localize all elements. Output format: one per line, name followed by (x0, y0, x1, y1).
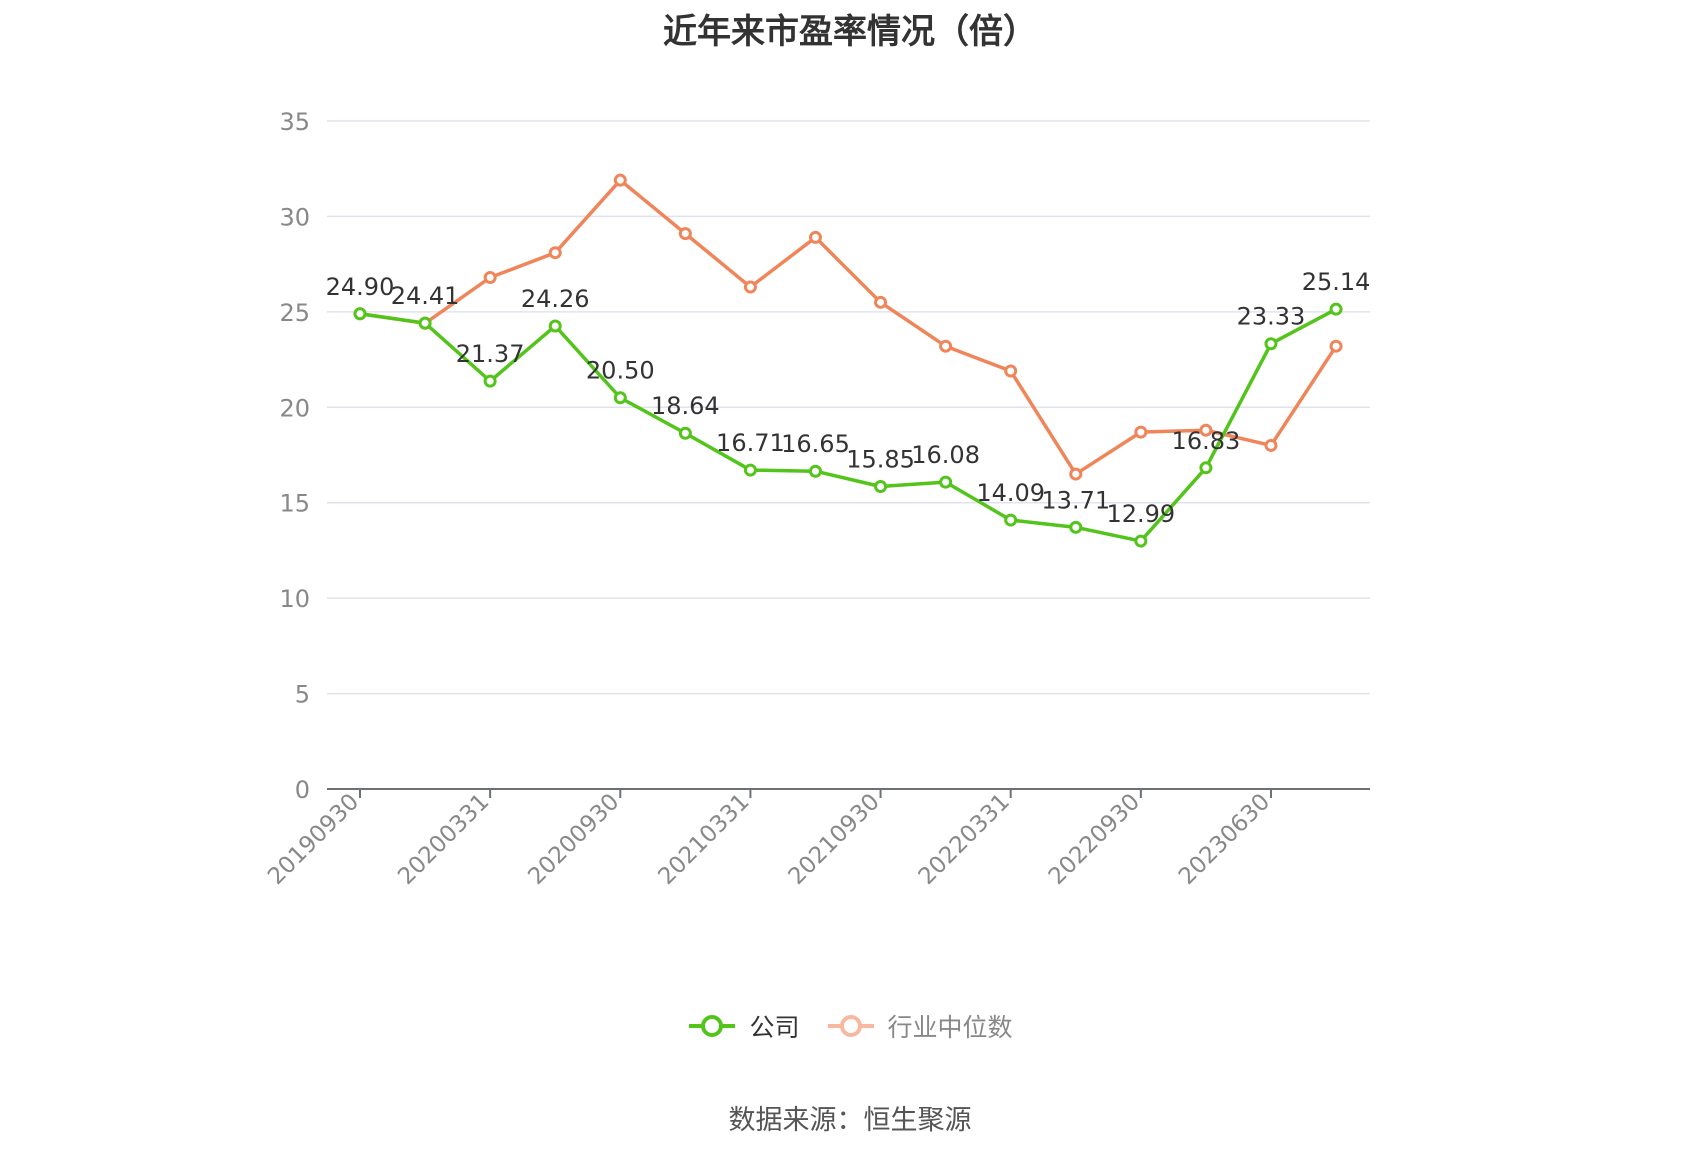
y-tick-label-15: 15 (279, 490, 310, 518)
data-point-company-11 (1069, 520, 1083, 534)
data-point-company-15 (1329, 302, 1343, 316)
data-point-industry-15 (1329, 339, 1343, 353)
data-label-company-0: 24.90 (326, 273, 395, 301)
data-source-note: 数据来源：恒生聚源 (728, 1105, 972, 1136)
data-point-company-9 (939, 475, 953, 489)
data-label-company-7: 16.65 (781, 430, 850, 458)
x-tick-label-20220331: 20220331 (914, 789, 1015, 890)
x-tick-label-20190930: 20190930 (263, 789, 364, 890)
legend-item-industry[interactable]: 行业中位数 (826, 1008, 1013, 1044)
data-point-industry-3 (548, 246, 562, 260)
data-label-company-1: 24.41 (391, 282, 460, 310)
data-point-company-8 (874, 479, 888, 493)
axes: 0 5 10 15 20 25 30 35 20190930 20200331 20200930 20… (263, 108, 1370, 890)
y-tick-label-10: 10 (279, 585, 310, 613)
grid-lines (327, 120, 1370, 695)
data-point-company-7 (808, 464, 822, 478)
y-tick-label-20: 20 (279, 394, 310, 422)
y-tick-label-25: 25 (279, 299, 310, 327)
data-label-company-9: 16.08 (911, 441, 980, 469)
data-point-company-3 (548, 319, 562, 333)
series-line-company (359, 307, 1337, 543)
y-tick-label-0: 0 (295, 776, 310, 804)
legend-label-industry: 行业中位数 (887, 1013, 1013, 1042)
legend-label-company: 公司 (749, 1013, 800, 1042)
data-point-industry-12 (1134, 425, 1148, 439)
x-tick-label-20200930: 20200930 (523, 789, 624, 890)
series (353, 173, 1343, 548)
data-point-industry-10 (1004, 364, 1018, 378)
data-point-industry-5 (678, 227, 692, 241)
data-label-company-15: 25.14 (1302, 268, 1371, 296)
data-label-company-2: 21.37 (456, 340, 525, 368)
data-label-company-3: 24.26 (521, 285, 590, 313)
data-label-company-10: 14.09 (976, 479, 1045, 507)
data-label-company-6: 16.71 (716, 429, 785, 457)
data-point-industry-14 (1264, 438, 1278, 452)
legend-marker-industry (827, 1015, 874, 1037)
data-label-company-8: 15.85 (846, 445, 915, 473)
data-point-industry-7 (808, 230, 822, 244)
x-tick-label-20210930: 20210930 (784, 789, 885, 890)
y-tick-label-5: 5 (295, 681, 310, 709)
legend-marker-company (689, 1015, 736, 1037)
legend: 公司 行业中位数 (0, 1008, 1700, 1044)
data-point-industry-9 (939, 339, 953, 353)
data-point-industry-13 (1199, 423, 1213, 437)
data-point-company-14 (1264, 337, 1278, 351)
y-tick-label-35: 35 (279, 108, 310, 136)
series-line-industry (359, 178, 1338, 476)
data-point-company-2 (483, 374, 497, 388)
data-point-company-0 (353, 307, 367, 321)
data-point-company-10 (1004, 513, 1018, 527)
data-label-company-11: 13.71 (1041, 486, 1110, 514)
x-tick-label-20210331: 20210331 (653, 789, 754, 890)
legend-item-company[interactable]: 公司 (687, 1008, 800, 1044)
chart-title: 近年来市盈率情况（倍） (663, 12, 1037, 52)
data-point-company-13 (1199, 461, 1213, 475)
data-point-company-1 (418, 316, 432, 330)
y-tick-label-30: 30 (279, 203, 310, 231)
data-point-industry-11 (1069, 467, 1083, 481)
data-point-industry-6 (743, 280, 757, 294)
data-label-company-13: 16.83 (1172, 427, 1241, 455)
data-label-company-12: 12.99 (1106, 500, 1175, 528)
data-label-company-14: 23.33 (1237, 303, 1306, 331)
x-tick-label-20220930: 20220930 (1044, 789, 1145, 890)
data-point-industry-4 (613, 173, 627, 187)
x-tick-label-20230630: 20230630 (1174, 789, 1275, 890)
data-point-industry-8 (874, 295, 888, 309)
data-label-company-4: 20.50 (586, 357, 655, 385)
data-point-company-12 (1134, 534, 1148, 548)
data-point-company-5 (678, 426, 692, 440)
data-point-company-4 (613, 391, 627, 405)
data-point-company-6 (743, 463, 757, 477)
x-tick-label-20200331: 20200331 (393, 789, 494, 890)
data-label-company-5: 18.64 (651, 392, 720, 420)
data-point-industry-2 (483, 271, 497, 285)
